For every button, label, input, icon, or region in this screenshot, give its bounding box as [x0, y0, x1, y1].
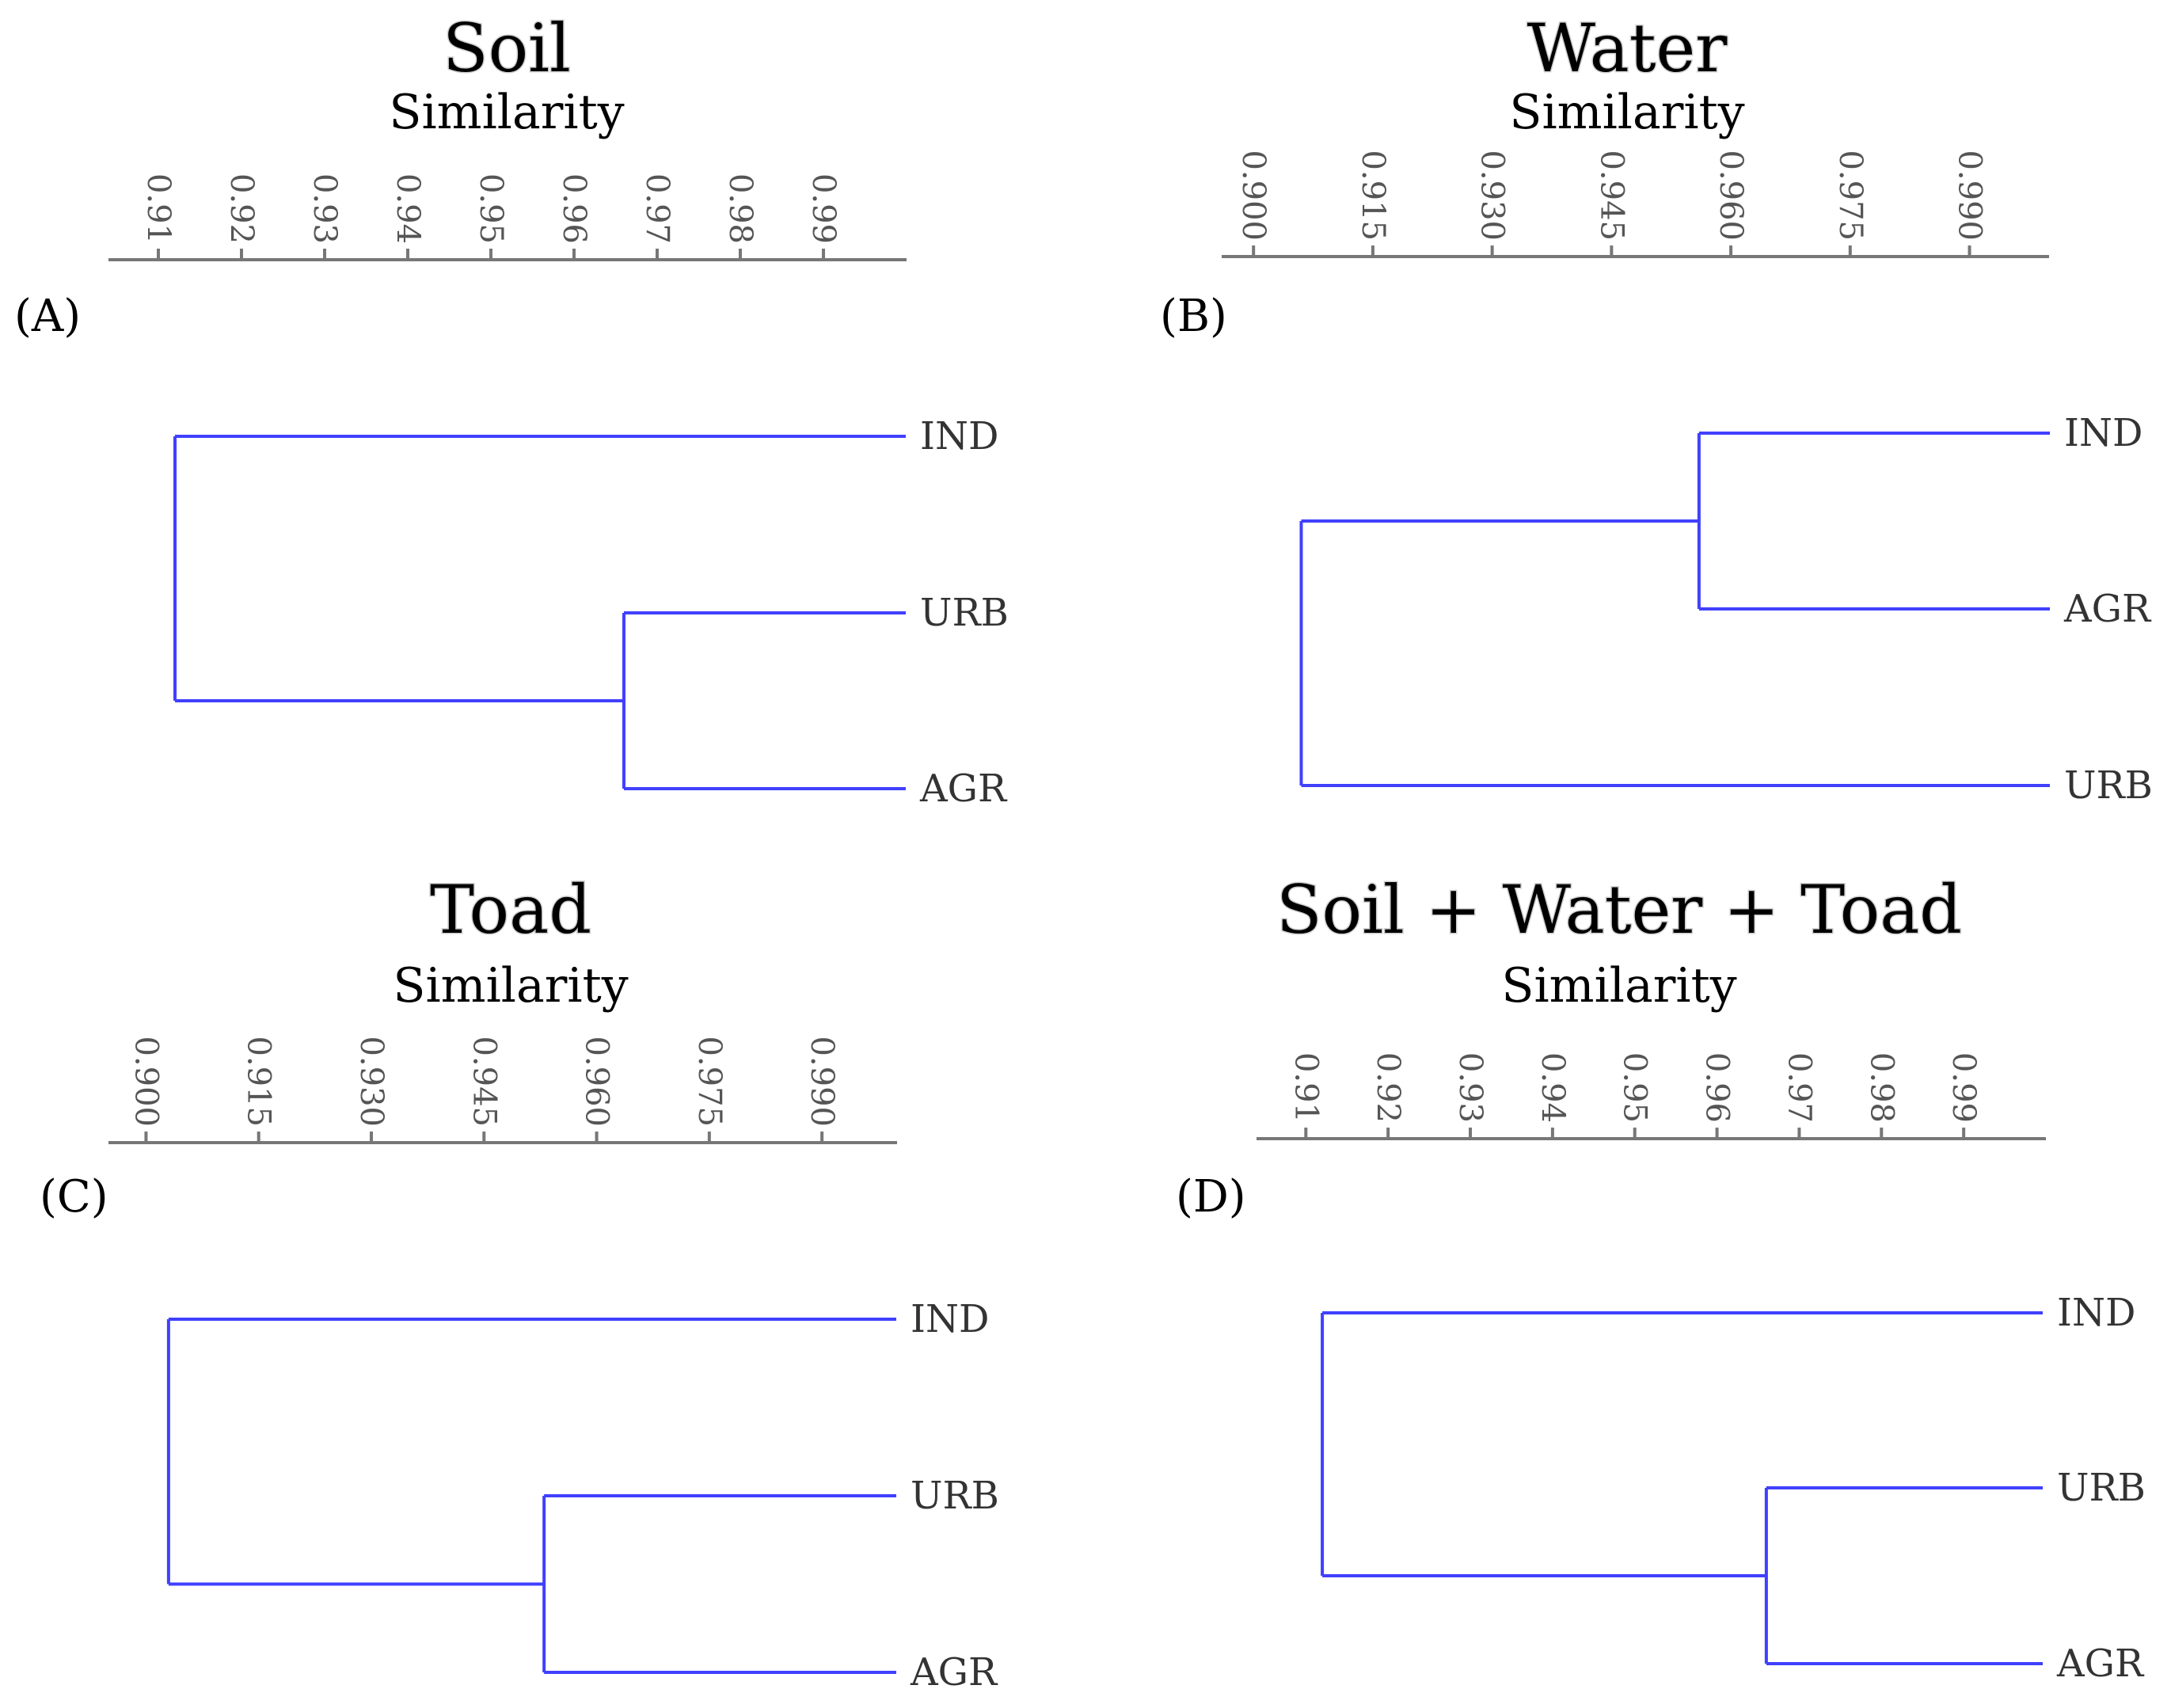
x-tick-label: 0.99	[805, 173, 842, 244]
leaf-label: IND	[911, 1297, 989, 1341]
x-tick-label: 0.93	[1452, 1052, 1489, 1123]
leaf-label: IND	[2064, 411, 2142, 455]
axis-title: Similarity	[1509, 85, 1744, 140]
x-tick-label: 0.94	[1534, 1052, 1571, 1123]
chart-title: Soil + Water + Toad	[1276, 871, 1962, 949]
leaf-label: URB	[2064, 763, 2153, 808]
x-tick-label: 0.97	[1781, 1052, 1817, 1123]
x-tick-label: 0.960	[1713, 150, 1749, 241]
x-tick-label: 0.95	[1617, 1052, 1653, 1123]
chart-title: Soil	[443, 10, 571, 87]
axis-title: Similarity	[393, 958, 628, 1014]
panel-label: (A)	[14, 291, 81, 342]
x-tick-label: 0.91	[140, 173, 177, 244]
leaf-label: AGR	[2056, 1641, 2145, 1686]
x-tick-label: 0.915	[1355, 150, 1391, 241]
x-tick-label: 0.97	[639, 173, 675, 244]
x-tick-label: 0.94	[390, 173, 426, 244]
leaf-label: IND	[2057, 1291, 2135, 1335]
leaf-label: AGR	[910, 1650, 998, 1695]
x-tick-label: 0.92	[223, 173, 260, 244]
panel-d: Soil + Water + Toad Similarity (D) 0.91 0.92…	[1176, 870, 2146, 1687]
axis-title: Similarity	[1501, 958, 1736, 1014]
chart-title: Water	[1527, 10, 1728, 87]
panel-label: (D)	[1176, 1171, 1246, 1223]
x-tick-label: 0.990	[804, 1036, 840, 1127]
leaf-label: URB	[2057, 1466, 2146, 1510]
axis-title: Similarity	[389, 85, 624, 140]
x-tick-label: 0.99	[1945, 1052, 1982, 1123]
leaf-label: URB	[911, 1474, 999, 1518]
x-tick-label: 0.930	[1474, 150, 1511, 241]
x-tick-label: 0.900	[1235, 150, 1272, 241]
x-tick-label: 0.975	[1832, 150, 1869, 241]
x-tick-label: 0.975	[691, 1036, 728, 1127]
x-tick-label: 0.990	[1952, 150, 1988, 241]
x-tick-label: 0.92	[1370, 1052, 1406, 1123]
x-tick-label: 0.930	[353, 1036, 390, 1127]
leaf-label: AGR	[2063, 587, 2152, 631]
x-tick-label: 0.900	[127, 1036, 164, 1127]
leaf-label: URB	[920, 591, 1009, 635]
x-tick-label: 0.96	[556, 173, 592, 244]
leaf-label: AGR	[919, 767, 1008, 811]
leaf-label: IND	[920, 414, 998, 458]
x-tick-label: 0.95	[473, 173, 509, 244]
x-tick-label: 0.915	[241, 1036, 277, 1127]
x-tick-label: 0.98	[722, 173, 759, 244]
panel-label: (C)	[40, 1171, 108, 1223]
panel-c: Toad Similarity (C) 0.900 0.915 0.930 0.945 0.9…	[40, 870, 999, 1695]
x-tick-label: 0.945	[466, 1036, 502, 1127]
x-tick-label: 0.91	[1287, 1052, 1324, 1123]
panel-label: (B)	[1160, 291, 1227, 342]
x-tick-label: 0.93	[306, 173, 343, 244]
x-tick-label: 0.96	[1699, 1052, 1736, 1123]
x-tick-label: 0.960	[579, 1036, 615, 1127]
chart-title: Toad	[430, 871, 591, 949]
x-tick-label: 0.945	[1593, 150, 1629, 241]
x-tick-label: 0.98	[1863, 1052, 1899, 1123]
